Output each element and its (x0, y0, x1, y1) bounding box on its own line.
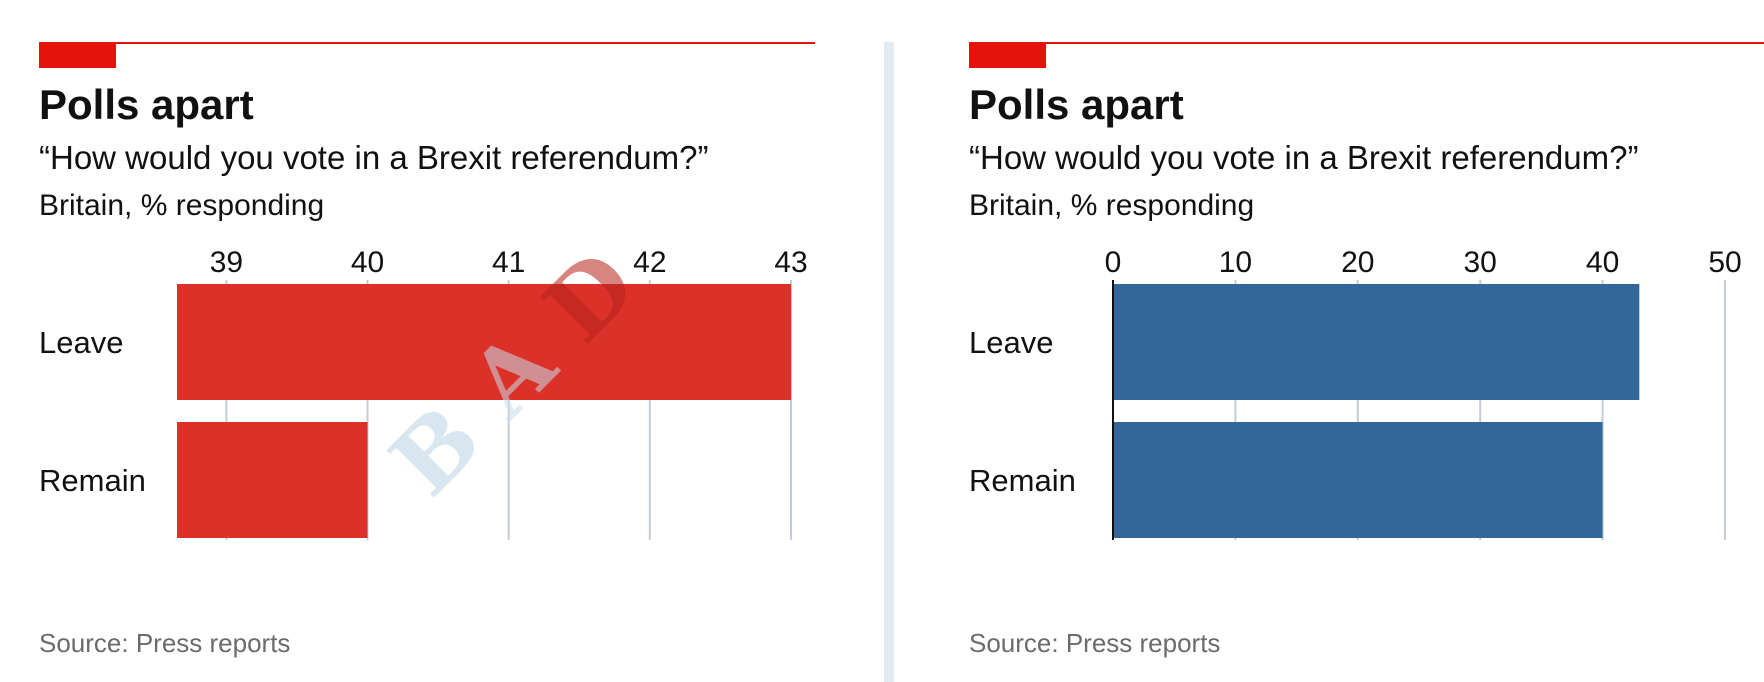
chart-units: Britain, % responding (969, 189, 1255, 222)
x-tick-label: 50 (1708, 246, 1741, 279)
x-tick-label: 0 (1105, 246, 1122, 279)
bar-leave (1113, 284, 1640, 400)
x-tick-label: 40 (1586, 246, 1619, 279)
header-rule (39, 42, 815, 44)
chart-subtitle: “How would you vote in a Brexit referend… (969, 139, 1639, 176)
category-label: Remain (39, 463, 146, 498)
category-label: Leave (39, 325, 123, 360)
category-label: Remain (969, 463, 1076, 498)
bar-leave (177, 284, 791, 400)
x-tick-label: 42 (633, 246, 666, 279)
x-tick-label: 30 (1464, 246, 1497, 279)
bar-remain (1113, 422, 1603, 538)
header-rule (969, 42, 1764, 44)
chart-source: Source: Press reports (969, 628, 1221, 658)
x-tick-label: 39 (210, 246, 243, 279)
chart-source: Source: Press reports (39, 628, 291, 658)
chart-title: Polls apart (969, 81, 1184, 128)
chart-title: Polls apart (39, 81, 254, 128)
chart-subtitle: “How would you vote in a Brexit referend… (39, 139, 709, 176)
bar-remain (177, 422, 368, 538)
chart-panel-left: Polls apart “How would you vote in a Bre… (0, 0, 815, 682)
panel-divider (884, 42, 894, 682)
x-tick-label: 41 (492, 246, 525, 279)
x-tick-label: 10 (1219, 246, 1252, 279)
bar-chart-zero-axis: 0 10 20 30 40 50 Leave Remain (969, 246, 1742, 540)
chart-units: Britain, % responding (39, 189, 325, 222)
category-label: Leave (969, 325, 1053, 360)
x-tick-label: 20 (1341, 246, 1374, 279)
header-tag (39, 42, 116, 68)
x-tick-label: 40 (351, 246, 384, 279)
chart-panel-right: Polls apart “How would you vote in a Bre… (930, 0, 1764, 682)
x-tick-label: 43 (774, 246, 807, 279)
bar-chart-truncated-axis: 39 40 41 42 43 Leave Remain (39, 246, 808, 540)
header-tag (969, 42, 1046, 68)
